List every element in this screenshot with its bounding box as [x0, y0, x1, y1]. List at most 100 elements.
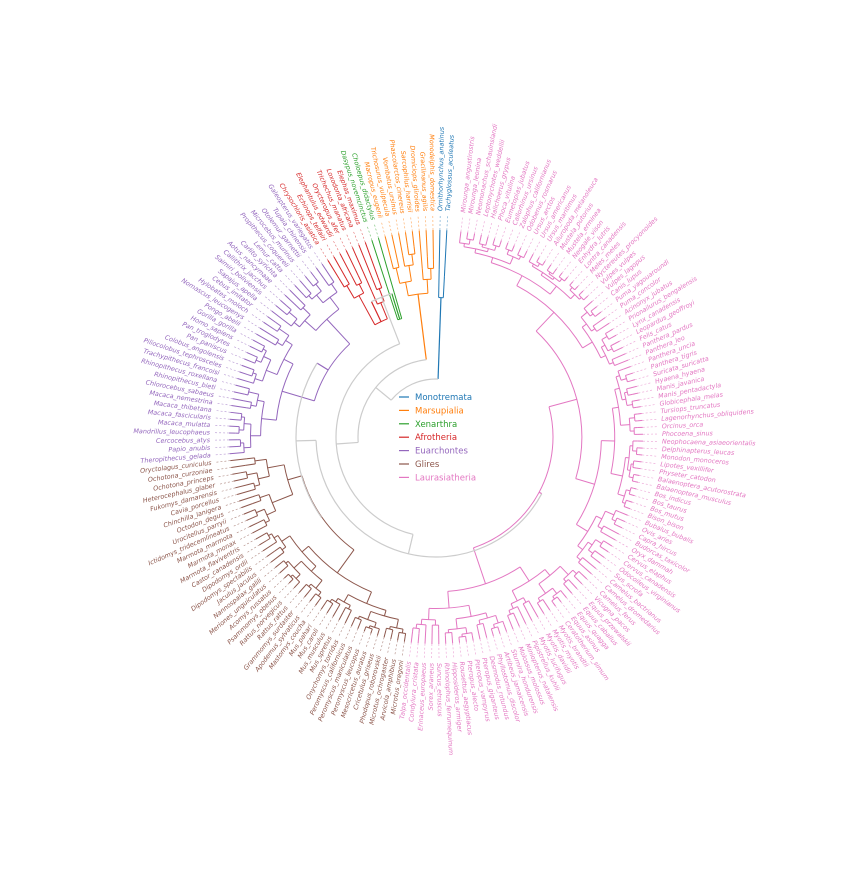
tip-guide: [380, 220, 386, 237]
internal-branch: [281, 390, 315, 402]
internal-branch: [266, 537, 271, 541]
tip-branch: [562, 592, 567, 599]
tip-label: Neophocaena_asiaeorientalis: [662, 438, 756, 448]
tip-branch: [625, 506, 631, 510]
tip-branch: [565, 276, 568, 280]
branch-arc: [624, 375, 628, 382]
tip-branch: [606, 542, 613, 547]
internal-branch: [257, 519, 265, 524]
tip-guide: [216, 474, 233, 478]
internal-branch: [578, 562, 582, 566]
branch-arc: [463, 246, 488, 253]
tip-guide: [242, 325, 257, 335]
tip-branch: [384, 236, 392, 259]
branch-arc: [632, 460, 635, 468]
tip-guide: [319, 246, 329, 261]
tip-guide: [295, 263, 306, 277]
internal-branch: [287, 475, 303, 481]
tip-branch: [514, 617, 520, 627]
tip-guide: [638, 389, 654, 394]
legend-label: Glires: [415, 460, 440, 470]
tip-guide: [550, 251, 561, 265]
internal-branch: [519, 566, 530, 582]
internal-branch: [378, 288, 385, 302]
tip-guide: [642, 454, 659, 457]
branch-arc: [356, 282, 362, 286]
internal-branch: [303, 294, 307, 299]
tip-branch: [275, 305, 285, 314]
tip-branch: [486, 236, 489, 242]
tip-branch: [518, 247, 522, 253]
internal-branch: [261, 418, 277, 421]
tip-guide: [273, 284, 286, 296]
branch-arc: [628, 463, 632, 477]
tip-branch: [270, 554, 282, 563]
internal-branch: [257, 349, 262, 353]
internal-branch: [284, 312, 288, 316]
tip-branch: [239, 496, 253, 502]
tip-branch: [633, 399, 640, 402]
tip-guide: [636, 382, 653, 387]
internal-branch: [612, 406, 619, 409]
tip-branch: [593, 306, 598, 310]
internal-branch: [508, 610, 511, 615]
internal-branch: [243, 386, 250, 390]
tip-branch: [252, 339, 263, 346]
tip-guide: [581, 583, 594, 596]
tip-branch: [235, 484, 247, 489]
internal-branch: [627, 393, 633, 396]
branch-arc: [599, 540, 604, 547]
tip-branch: [634, 481, 639, 483]
internal-branch: [278, 328, 290, 336]
tip-guide: [587, 285, 600, 297]
branch-arc: [258, 494, 262, 501]
tip-guide: [300, 601, 311, 615]
tip-branch: [438, 230, 441, 270]
tip-branch: [466, 232, 469, 238]
tip-branch: [284, 575, 288, 579]
internal-branch: [560, 590, 563, 594]
internal-branch: [301, 545, 309, 553]
tip-guide: [616, 326, 631, 336]
tip-branch: [397, 634, 400, 641]
tip-guide: [595, 568, 609, 579]
internal-branch: [315, 580, 323, 589]
branch-arc: [631, 474, 635, 482]
internal-branch: [385, 628, 387, 631]
internal-branch: [595, 539, 602, 544]
internal-branch: [343, 594, 349, 603]
tip-branch: [294, 285, 305, 296]
internal-branch: [358, 283, 365, 294]
branch-arc: [263, 509, 270, 521]
tip-branch: [259, 540, 267, 546]
tip-label: Mandrillus_leucophaeus: [133, 427, 210, 436]
tip-branch: [547, 264, 552, 270]
branch-arc: [563, 569, 574, 580]
internal-branch: [442, 276, 445, 298]
internal-branch: [250, 509, 256, 512]
internal-branch: [531, 263, 534, 267]
tip-guide: [283, 587, 295, 600]
internal-branch: [630, 487, 634, 489]
internal-branch: [280, 551, 285, 555]
internal-branch: [354, 617, 356, 620]
tip-branch: [608, 528, 620, 535]
internal-branch: [286, 305, 292, 311]
tip-branch: [410, 631, 414, 643]
tip-branch: [633, 487, 637, 490]
tip-guide: [262, 567, 276, 578]
internal-branch: [563, 578, 567, 582]
branch-arc: [370, 610, 399, 620]
tree-branches: [213, 214, 659, 660]
internal-branch: [240, 471, 247, 474]
internal-branch: [367, 611, 372, 620]
internal-branch: [601, 336, 608, 341]
tip-branch: [339, 253, 352, 276]
tip-guide: [258, 301, 272, 312]
tip-guide: [402, 216, 406, 233]
tip-branch: [610, 334, 617, 339]
tip-guide: [560, 601, 571, 615]
tip-guide: [525, 623, 533, 639]
tip-guide: [615, 539, 630, 549]
tip-branch: [544, 602, 551, 611]
